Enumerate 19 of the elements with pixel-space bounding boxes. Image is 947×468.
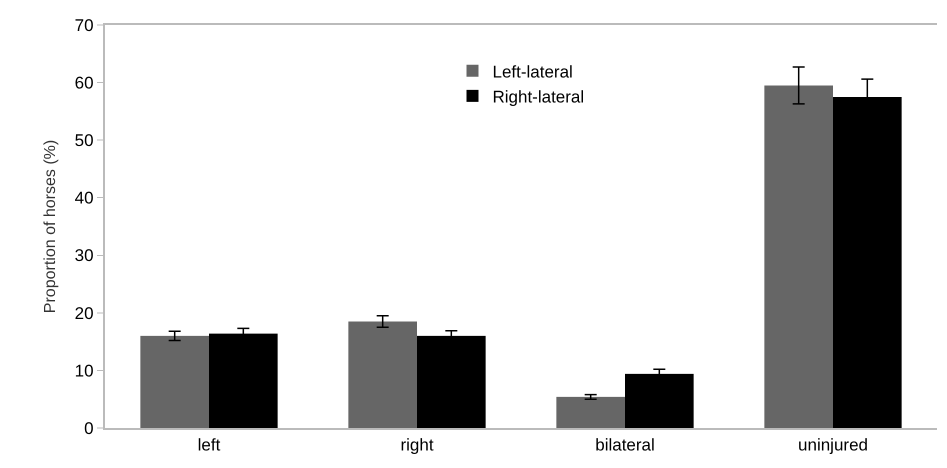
bar <box>348 321 417 428</box>
y-tick-label: 40 <box>74 188 94 208</box>
y-tick-label: 60 <box>74 74 94 93</box>
y-tick-label: 10 <box>74 361 94 380</box>
bar <box>764 85 833 428</box>
y-tick-label: 30 <box>74 246 94 266</box>
x-tick-label: left <box>198 435 221 454</box>
y-axis-title: Proportion of horses (%) <box>42 140 60 314</box>
x-tick-label: bilateral <box>595 435 655 454</box>
bar <box>556 396 625 428</box>
y-tick-label: 20 <box>74 304 94 323</box>
legend-label: Left-lateral <box>492 62 573 82</box>
legend-label: Right-lateral <box>492 87 584 106</box>
x-tick-label: right <box>400 435 434 454</box>
y-tick-label: 0 <box>84 418 94 438</box>
y-tick-label: 70 <box>74 16 94 35</box>
y-tick-label: 50 <box>74 131 94 150</box>
bar <box>140 336 209 428</box>
x-tick-label: uninjured <box>798 435 868 454</box>
